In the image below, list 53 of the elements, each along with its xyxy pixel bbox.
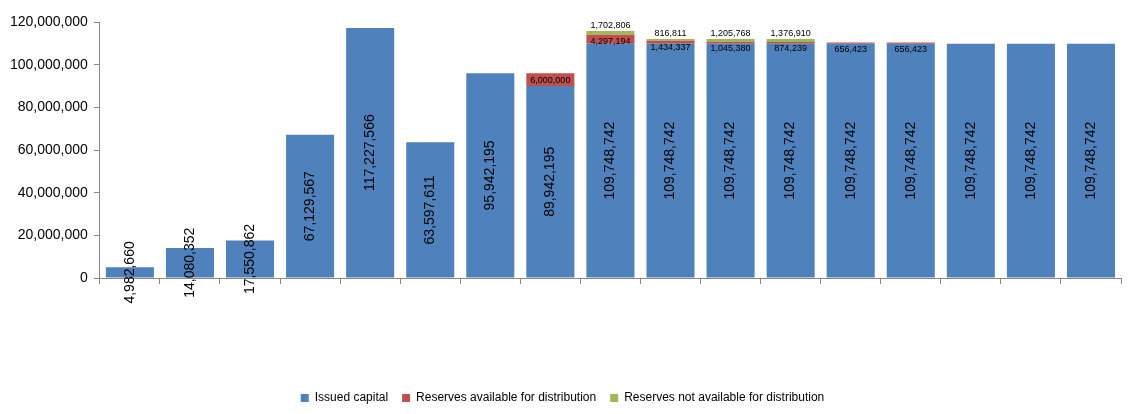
bar bbox=[706, 43, 755, 278]
data-label: 1,045,380 bbox=[710, 43, 751, 54]
bar bbox=[646, 43, 695, 278]
data-label: 1,205,768 bbox=[710, 28, 751, 39]
data-label: 109,748,742 bbox=[841, 121, 858, 200]
data-label: 67,129,567 bbox=[300, 170, 317, 242]
y-tick-label: 40,000,000 bbox=[17, 183, 89, 200]
data-label: 117,227,566 bbox=[361, 114, 378, 192]
data-label: 109,748,742 bbox=[601, 121, 618, 200]
data-label: 656,423 bbox=[834, 43, 867, 54]
data-label: 63,597,611 bbox=[421, 175, 438, 245]
data-label: 1,702,806 bbox=[590, 20, 631, 31]
y-tick-label: 20,000,000 bbox=[17, 226, 89, 243]
data-label: 874,239 bbox=[774, 43, 807, 54]
data-label: 6,000,000 bbox=[530, 74, 571, 85]
data-label: 656,423 bbox=[894, 43, 928, 54]
data-label: 109,748,742 bbox=[1081, 121, 1098, 200]
data-label: 109,748,742 bbox=[901, 121, 918, 200]
bar bbox=[466, 73, 515, 278]
bar bbox=[406, 142, 455, 278]
data-label: 109,748,742 bbox=[721, 121, 738, 200]
data-label: 109,748,742 bbox=[661, 121, 678, 200]
data-label: 109,748,742 bbox=[1021, 121, 1038, 200]
bar bbox=[286, 134, 335, 278]
legend-label: Issued capital bbox=[314, 390, 389, 405]
data-label: 4,297,194 bbox=[590, 36, 631, 47]
bar bbox=[766, 43, 815, 278]
bar bbox=[826, 43, 875, 278]
data-label: 17,550,862 bbox=[240, 223, 257, 295]
legend-label: Reserves available for distribution bbox=[416, 390, 597, 405]
y-tick-label: 0 bbox=[80, 268, 89, 285]
data-label: 109,748,742 bbox=[781, 121, 798, 200]
bar bbox=[346, 27, 395, 278]
legend-label: Reserves not available for distribution bbox=[624, 390, 825, 405]
data-label: 95,942,195 bbox=[481, 140, 498, 211]
data-label: 4,982,660 bbox=[120, 241, 137, 304]
data-label: 109,748,742 bbox=[961, 121, 978, 200]
data-label: 1,434,337 bbox=[650, 42, 691, 53]
bar bbox=[586, 43, 635, 278]
bar bbox=[886, 43, 935, 278]
data-label: 14,080,352 bbox=[180, 227, 197, 298]
bar bbox=[526, 86, 575, 278]
y-tick-label: 100,000,000 bbox=[10, 55, 89, 72]
bar bbox=[1006, 43, 1055, 278]
y-tick-label: 60,000,000 bbox=[17, 140, 89, 157]
data-label: 816,811 bbox=[654, 28, 687, 39]
data-label: 89,942,195 bbox=[541, 146, 558, 217]
y-tick-label: 120,000,000 bbox=[10, 12, 89, 29]
bar bbox=[586, 31, 635, 35]
y-tick-label: 80,000,000 bbox=[17, 98, 89, 115]
bar bbox=[1066, 43, 1115, 278]
data-label: 1,376,910 bbox=[770, 28, 811, 39]
bar bbox=[946, 43, 995, 278]
